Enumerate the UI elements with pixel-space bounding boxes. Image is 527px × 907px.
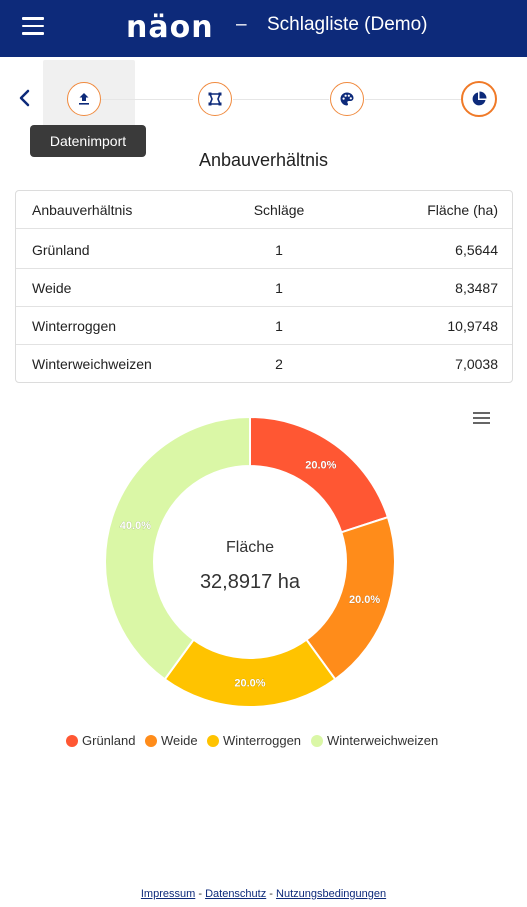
table-row: Winterroggen 1 10,9748 xyxy=(16,307,512,345)
nutzungsbedingungen-link[interactable]: Nutzungsbedingungen xyxy=(276,888,387,900)
column-header-fields: Schläge xyxy=(253,202,305,218)
title-separator: – xyxy=(236,14,247,35)
crop-ratio-table: Anbauverhältnis Schläge Fläche (ha) Grün… xyxy=(15,190,513,383)
donut-slice-0[interactable] xyxy=(249,415,390,534)
pie-chart-icon xyxy=(472,91,487,106)
cell-fields: 2 xyxy=(275,356,283,372)
donut-slice-3[interactable] xyxy=(104,415,251,681)
step-schlaege[interactable] xyxy=(198,82,232,116)
chart-center-value: 32,8917 ha xyxy=(200,571,301,593)
impressum-link[interactable]: Impressum xyxy=(140,888,196,900)
table-row: Weide 1 8,3487 xyxy=(16,269,512,307)
donut-data-label: 20.0% xyxy=(234,678,265,690)
app-header: näon – Schlagliste (Demo) xyxy=(0,0,527,57)
cell-area: 6,5644 xyxy=(455,242,498,258)
back-chevron-icon[interactable] xyxy=(14,86,36,110)
palette-icon xyxy=(340,92,354,106)
cell-area: 10,9748 xyxy=(447,318,498,334)
naeon-logo[interactable]: näon xyxy=(126,10,214,45)
legend-label: Grünland xyxy=(82,733,136,748)
cell-fields: 1 xyxy=(275,280,283,296)
datenschutz-link[interactable]: Datenschutz xyxy=(205,888,267,900)
step-connector xyxy=(365,99,461,100)
cell-crop: Winterroggen xyxy=(32,318,117,334)
donut-data-label: 20.0% xyxy=(305,460,336,472)
donut-data-label: 40.0% xyxy=(120,520,151,532)
cell-crop: Weide xyxy=(32,280,72,296)
table-header-row: Anbauverhältnis Schläge Fläche (ha) xyxy=(16,191,512,229)
column-header-crop: Anbauverhältnis xyxy=(32,202,133,218)
cell-crop: Winterweichweizen xyxy=(32,356,152,372)
legend-label: Weide xyxy=(161,733,198,748)
page-title: Schlagliste (Demo) xyxy=(267,14,428,35)
footer-separator: - xyxy=(198,888,203,900)
section-title: Anbauverhältnis xyxy=(198,150,329,170)
cell-fields: 1 xyxy=(275,318,283,334)
step-connector xyxy=(101,99,193,100)
legend-marker xyxy=(66,734,78,747)
cell-fields: 1 xyxy=(275,242,283,258)
cell-area: 7,0038 xyxy=(455,356,498,372)
legend-item[interactable]: Winterroggen xyxy=(207,733,301,748)
step-auswertung[interactable] xyxy=(461,81,497,117)
legend-label: Winterroggen xyxy=(223,733,302,748)
chart-center-label: Fläche xyxy=(226,539,274,556)
legend-item[interactable]: Grünland xyxy=(66,733,135,748)
chart-context-menu-icon[interactable] xyxy=(473,412,490,426)
footer-separator: - xyxy=(269,888,273,900)
legend-item[interactable]: Winterweichweizen xyxy=(311,733,438,748)
legend-item[interactable]: Weide xyxy=(145,733,198,748)
step-kulturen[interactable] xyxy=(330,82,364,116)
donut-slice-2[interactable] xyxy=(163,638,337,708)
cell-crop: Grünland xyxy=(32,242,90,258)
chart-legend: Grünland Weide Winterroggen Winterweichweiz… xyxy=(0,733,527,751)
table-row: Winterweichweizen 2 7,0038 xyxy=(16,345,512,382)
legend-marker xyxy=(145,734,157,747)
donut-data-label: 20.0% xyxy=(349,594,380,606)
step-datenimport[interactable] xyxy=(67,82,101,116)
step-tooltip: Datenimport xyxy=(30,125,146,157)
cell-area: 8,3487 xyxy=(455,280,498,296)
upload-icon xyxy=(79,93,89,105)
column-header-area: Fläche (ha) xyxy=(427,202,498,218)
legend-marker xyxy=(311,734,323,747)
step-connector xyxy=(233,99,329,100)
footer: Impressum - Datenschutz - Nutzungsbeding… xyxy=(0,888,527,900)
hamburger-menu-icon[interactable] xyxy=(22,17,44,35)
legend-label: Winterweichweizen xyxy=(327,733,439,748)
table-row: Grünland 1 6,5644 xyxy=(16,231,512,269)
polygon-icon xyxy=(208,92,222,106)
legend-marker xyxy=(207,734,219,747)
donut-chart: 20.0% 20.0% 20.0% 40.0% Fläche 32,8917 ha xyxy=(104,415,396,708)
